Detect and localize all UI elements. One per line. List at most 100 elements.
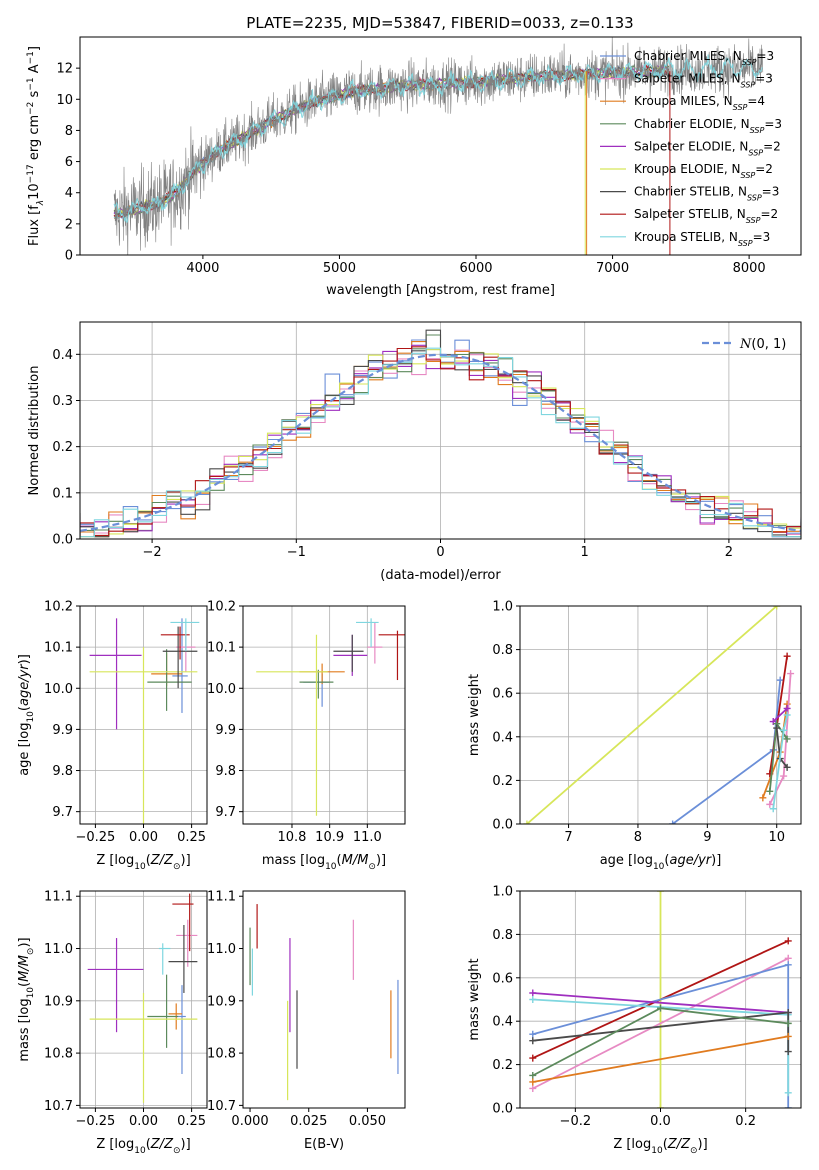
y-tick-label: 10.2 (44, 600, 73, 615)
x-tick-label: 0.25 (177, 830, 206, 845)
axes-frame (242, 890, 406, 1109)
y-tick-label: 0.4 (492, 730, 513, 745)
label-part: Flux [f (27, 205, 42, 246)
weight-marker (529, 1054, 537, 1062)
plot-area (113, 37, 764, 255)
weight-marker (787, 670, 795, 678)
label-part: 10 (134, 862, 146, 872)
label-part: s (27, 90, 42, 101)
label-part: Z/Z (150, 853, 174, 868)
label-part: λ (36, 200, 46, 206)
x-tick-label: 2 (725, 545, 733, 560)
plot-area (89, 618, 200, 824)
legend-n: =3 (764, 117, 782, 131)
weight-line (772, 707, 788, 723)
label-part: ⊙ (690, 1146, 698, 1156)
y-tick-label: 9.8 (52, 764, 73, 779)
label-part: ( (17, 706, 32, 711)
weight-line (526, 606, 778, 824)
x-tick-label: 10.9 (315, 830, 344, 845)
figure-title: PLATE=2235, MJD=53847, FIBERID=0033, z=0… (246, 14, 633, 32)
label-part: ( (17, 982, 32, 987)
legend-entry: Chabrier MILES, NSSP=3 (634, 49, 774, 67)
y-tick-label: 0.6 (492, 687, 513, 702)
y-tick-label: 0.3 (52, 394, 73, 409)
weight-marker (780, 772, 788, 780)
x-axis-label: Z [log10(Z/Z⊙)] (96, 853, 190, 872)
y-tick-label: 9.7 (215, 805, 236, 820)
y-tick-label: 9.9 (52, 723, 73, 738)
x-tick-label: 0.00 (129, 830, 158, 845)
x-axis-label: (data-model)/error (380, 568, 501, 583)
label-part: age/yr (669, 853, 712, 868)
weight-marker (766, 787, 774, 795)
y-tick-label: 10.7 (207, 1099, 236, 1114)
label-part: 10 (651, 1146, 663, 1156)
weight-marker (657, 1004, 664, 1012)
y-tick-label: 0.6 (492, 971, 513, 986)
label-part: )] (17, 937, 32, 947)
x-tick-label: 10.8 (278, 830, 307, 845)
legend-entry: Chabrier STELIB, NSSP=3 (634, 185, 779, 203)
legend-sub: SSP (750, 125, 765, 134)
weight-marker (783, 711, 791, 719)
weight-marker (657, 891, 664, 895)
x-tick-label: 5000 (323, 261, 356, 276)
weight-marker (783, 704, 791, 712)
x-tick-label: 0.025 (290, 1114, 327, 1129)
legend-sub: SSP (741, 80, 756, 89)
label-part: −1 (26, 51, 36, 64)
weight-marker (529, 1084, 537, 1092)
legend-entry: Salpeter STELIB, NSSP=2 (634, 207, 778, 225)
legend-sub: SSP (742, 58, 757, 67)
y-tick-label: 10.8 (207, 1047, 236, 1062)
y-axis-label: mass weight (467, 674, 482, 756)
label-part: )] (698, 1137, 708, 1152)
weight-marker (529, 1071, 537, 1079)
legend-n: =2 (760, 207, 778, 221)
age-vs-metallicity-panel: −0.25 0.00 0.25 9.7 9.8 9.9 10.0 10.1 10.2 Z [log… (17, 600, 208, 872)
legend-entry: Kroupa ELODIE, NSSP=2 (634, 162, 773, 180)
weight-marker (784, 954, 792, 962)
x-tick-label: 0.000 (231, 1114, 268, 1129)
label-part: 10 (134, 1146, 146, 1156)
x-tick-label: 8000 (733, 261, 766, 276)
x-tick-label: 0.0 (650, 1114, 671, 1129)
weight-marker (784, 1089, 792, 1097)
x-axis-label: E(B-V) (304, 1137, 344, 1152)
normal-curve (80, 353, 801, 532)
y-tick-label: 0.4 (52, 348, 73, 363)
legend-name: Salpeter ELODIE, N (634, 139, 748, 153)
weight-line (672, 680, 782, 824)
y-tick-label: 11.1 (44, 890, 73, 905)
label-part: ( (146, 853, 151, 868)
x-tick-label: 0.00 (129, 1114, 158, 1129)
x-tick-label: 0.2 (735, 1114, 756, 1129)
legend-n: =4 (747, 94, 765, 108)
label-part: 10 (26, 987, 36, 999)
x-tick-label: 1 (581, 545, 589, 560)
label-part: age/yr (17, 663, 32, 706)
weight-marker (759, 794, 767, 802)
weight-marker (784, 1104, 792, 1108)
weight-marker (776, 676, 784, 684)
y-tick-label: 12 (56, 62, 73, 77)
y-tick-label: 1.0 (492, 885, 513, 900)
legend-entry: Kroupa STELIB, NSSP=3 (634, 230, 770, 248)
legend-entry: Salpeter ELODIE, NSSP=2 (634, 139, 781, 157)
y-tick-label: 0.4 (492, 1015, 513, 1030)
axes-frame (242, 605, 406, 825)
x-tick-label: 9 (703, 830, 711, 845)
x-tick-label: 4000 (186, 261, 219, 276)
label-part: ( (663, 1137, 668, 1152)
y-tick-label: 0.0 (492, 1102, 513, 1117)
legend-entry: N(0, 1) (739, 337, 786, 352)
label-part: 10 (27, 183, 42, 200)
x-tick-label: −0.2 (560, 1114, 592, 1129)
label-part: −1 (26, 77, 36, 90)
legend-args: (0, 1) (751, 337, 786, 352)
x-axis-label: age [log10(age/yr)] (600, 853, 722, 872)
y-tick-label: 0.0 (52, 533, 73, 548)
